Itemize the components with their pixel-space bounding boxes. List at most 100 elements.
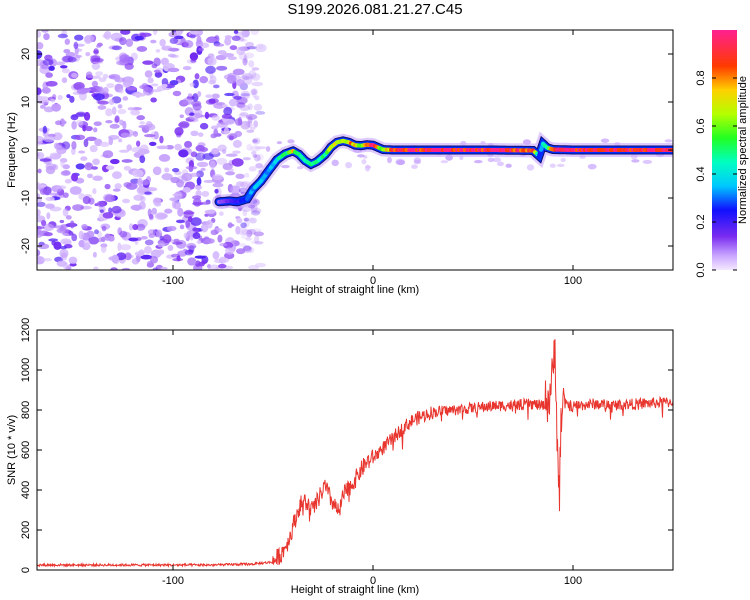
noise-blob [240,120,251,130]
noise-blob [62,192,69,198]
noise-blob [104,183,111,190]
noise-blob [243,52,255,59]
noise-blob [192,102,202,111]
noise-blob [174,35,184,40]
spectrogram-xtick-label: 100 [564,275,582,287]
colorbar-tick-label: 0.4 [695,166,707,181]
noise-blob [174,143,182,151]
noise-blob [49,206,62,212]
noise-blob [248,264,259,270]
noise-blob [64,178,72,184]
noise-blob [232,150,241,154]
noise-blob [89,145,98,153]
noise-blob [140,235,148,240]
noise-blob [220,257,230,263]
noise-blob [125,182,138,190]
noise-blob [65,215,72,220]
noise-blob [157,249,165,255]
noise-blob [139,121,146,125]
noise-blob [549,163,556,168]
noise-blob [45,196,55,202]
noise-blob [37,87,42,96]
noise-blob [201,259,208,265]
noise-blob [105,108,113,117]
noise-blob [216,122,229,128]
snr-ytick-label: 200 [20,521,32,539]
noise-blob [93,93,105,101]
noise-blob [223,74,234,80]
noise-blob [62,170,71,176]
noise-blob [71,233,78,242]
noise-blob [48,65,55,71]
noise-blob [136,140,141,147]
noise-blob [209,75,217,85]
noise-blob [78,193,85,200]
noise-blob [159,39,166,47]
noise-blob [248,60,255,68]
noise-blob [119,37,127,46]
noise-blob [153,69,161,73]
noise-blob [97,100,109,105]
noise-blob [152,267,158,270]
noise-blob [296,166,304,170]
noise-blob [68,230,74,236]
noise-blob [188,166,194,172]
noise-blob [84,162,94,171]
noise-blob [194,73,200,80]
noise-blob [74,34,84,41]
noise-blob [144,123,156,131]
noise-blob [156,145,169,150]
noise-blob [242,57,248,66]
noise-blob [236,46,246,56]
noise-blob [217,234,223,243]
noise-blob [664,139,673,143]
noise-blob [137,148,150,155]
noise-blob [124,252,132,261]
noise-blob [253,231,265,237]
noise-blob [222,163,233,171]
noise-blob [110,158,120,165]
noise-blob [221,104,228,108]
noise-blob [198,47,205,52]
noise-blob [151,83,159,87]
snr-ytick-label: 400 [20,481,32,499]
noise-blob [178,149,189,158]
noise-blob [156,213,168,219]
spectrogram-ytick-label: 0 [20,147,32,153]
noise-blob [125,38,134,47]
noise-blob [42,86,50,93]
noise-blob [152,166,162,176]
colorbar-gradient [712,30,737,270]
noise-blob [91,62,101,70]
noise-blob [78,239,86,248]
noise-blob [225,171,236,176]
noise-blob [144,245,152,254]
noise-blob [251,81,264,87]
noise-blob [287,139,295,144]
noise-blob [239,111,249,117]
noise-blob [192,195,202,200]
noise-blob [227,222,233,229]
noise-blob [182,97,193,105]
noise-blob [126,144,131,151]
noise-blob [187,257,197,266]
noise-blob [233,95,243,100]
noise-blob [92,158,100,166]
noise-blob [71,120,77,130]
spectrogram-ytick-label: -20 [20,238,32,254]
noise-blob [48,238,59,242]
noise-blob [144,70,153,78]
noise-blob [121,159,133,163]
noise-blob [246,229,253,238]
noise-blob [94,229,99,235]
noise-blob [105,165,115,170]
noise-blob [201,190,210,198]
noise-blob [132,223,139,231]
noise-blob [211,115,220,121]
noise-blob [63,262,69,270]
noise-blob [149,141,157,146]
noise-blob [112,171,122,179]
colorbar-label: Normalized spectral amplitude [737,76,749,224]
noise-blob [219,243,228,247]
